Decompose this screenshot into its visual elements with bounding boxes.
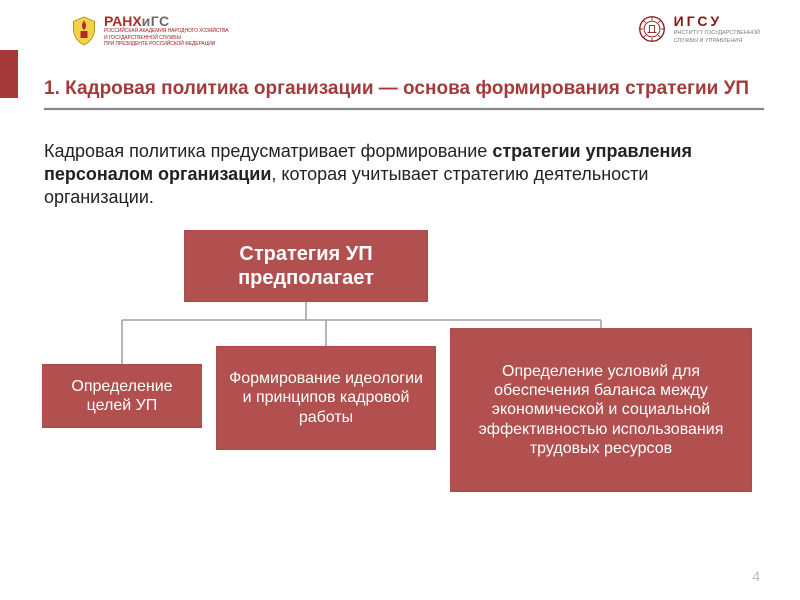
title-underline [44,108,764,110]
crest-icon [70,15,98,47]
page-number: 4 [752,568,760,584]
logo-left-sub3: ПРИ ПРЕЗИДЕНТЕ РОССИЙСКОЙ ФЕДЕРАЦИИ [104,42,228,48]
logo-right-sub2: СЛУЖБЫ И УПРАВЛЕНИЯ [674,38,760,44]
logo-left: РАНХиГС РОССИЙСКАЯ АКАДЕМИЯ НАРОДНОГО ХО… [70,14,228,48]
logo-right-main: ИГСУ [674,14,760,28]
logo-right-sub1: ИНСТИТУТ ГОСУДАРСТВЕННОЙ [674,30,760,36]
emblem-icon [638,15,666,43]
chart-child-node: Определение условий для обеспечения бала… [450,328,752,492]
slide: РАНХиГС РОССИЙСКАЯ АКАДЕМИЯ НАРОДНОГО ХО… [0,0,800,600]
logo-right: ИГСУ ИНСТИТУТ ГОСУДАРСТВЕННОЙ СЛУЖБЫ И У… [638,14,760,44]
logo-left-sub1: РОССИЙСКАЯ АКАДЕМИЯ НАРОДНОГО ХОЗЯЙСТВА [104,29,228,35]
chart-child-node: Определение целей УП [42,364,202,428]
body-paragraph: Кадровая политика предусматривает формир… [44,140,752,209]
title-row: 1. Кадровая политика организации — основ… [44,78,764,110]
para-part1: Кадровая политика предусматривает формир… [44,141,492,161]
accent-tab [0,50,18,98]
logo-left-text: РАНХиГС РОССИЙСКАЯ АКАДЕМИЯ НАРОДНОГО ХО… [104,14,228,48]
logo-left-main: РАНХиГС [104,14,228,28]
logo-right-text: ИГСУ ИНСТИТУТ ГОСУДАРСТВЕННОЙ СЛУЖБЫ И У… [674,14,760,44]
chart-child-node: Формирование идеологии и принципов кадро… [216,346,436,450]
slide-title: 1. Кадровая политика организации — основ… [44,78,764,100]
chart-root-node: Стратегия УП предполагает [184,230,428,302]
